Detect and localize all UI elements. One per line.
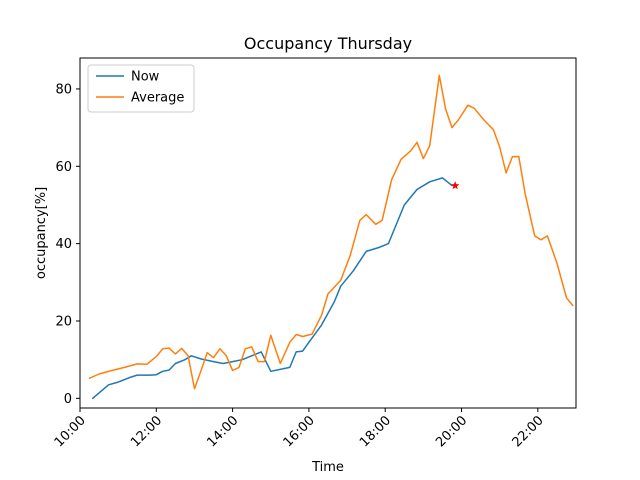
series-line-now xyxy=(91,177,453,400)
y-tick-label: 40 xyxy=(55,237,72,252)
axes-frame xyxy=(79,57,577,409)
legend-label-average: Average xyxy=(131,91,184,106)
legend: Now Average xyxy=(87,64,195,113)
plot-area xyxy=(88,74,574,400)
legend-label-now: Now xyxy=(131,70,160,85)
chart-title: Occupancy Thursday xyxy=(244,34,412,53)
x-axis-label: Time xyxy=(311,460,344,475)
y-tick-label: 0 xyxy=(64,392,72,407)
series-line-average xyxy=(88,74,574,390)
y-tick-label: 80 xyxy=(55,82,72,97)
y-axis-label: occupancy[%] xyxy=(34,187,49,279)
y-axis-ticks: 0 20 40 60 80 xyxy=(55,82,80,407)
y-tick-label: 60 xyxy=(55,160,72,175)
current-value-marker xyxy=(450,181,460,190)
y-tick-label: 20 xyxy=(55,314,72,329)
